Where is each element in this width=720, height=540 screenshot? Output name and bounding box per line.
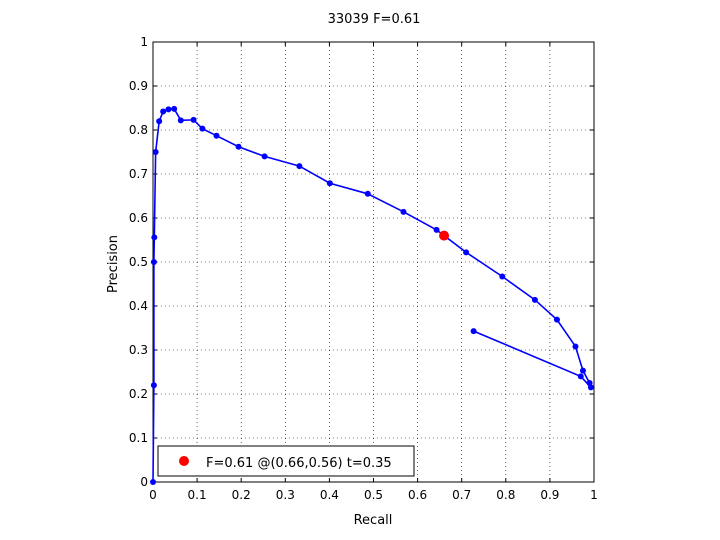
y-tick-label: 0.2 (129, 387, 148, 401)
data-point (364, 190, 371, 197)
x-axis-label: Recall (354, 513, 393, 528)
legend: F=0.61 @(0.66,0.56) t=0.35 (157, 445, 415, 477)
best-point-marker (439, 230, 450, 241)
data-point (190, 116, 197, 123)
data-point (433, 226, 440, 233)
legend-marker (179, 456, 189, 466)
data-point (171, 105, 178, 112)
data-point (579, 367, 586, 374)
data-point (177, 117, 184, 124)
series-group (150, 105, 594, 485)
data-point (150, 382, 157, 389)
grid-lines (153, 42, 594, 482)
x-tick-label: 0.8 (496, 488, 515, 502)
x-tick-label: 0.6 (408, 488, 427, 502)
x-tick-label: 0.3 (276, 488, 295, 502)
y-tick-label: 0.9 (129, 79, 148, 93)
data-point (152, 149, 159, 155)
x-tick-label: 0.9 (540, 488, 559, 502)
data-point (160, 108, 167, 115)
y-tick-label: 0.3 (129, 343, 148, 357)
y-axis-label: Precision (106, 235, 121, 293)
chart-title: 33039 F=0.61 (328, 12, 421, 27)
y-tick-label: 0.6 (129, 211, 148, 225)
best-point-group (439, 230, 450, 241)
data-point (470, 328, 477, 335)
y-axis-ticks: 0 0.1 0.2 0.3 0.4 0.5 0.6 0.7 0.8 0.9 1 (129, 35, 594, 489)
data-point (235, 143, 242, 150)
y-tick-label: 0.8 (129, 123, 148, 137)
data-point (165, 106, 172, 113)
data-point (587, 384, 594, 391)
legend-label: F=0.61 @(0.66,0.56) t=0.35 (206, 456, 392, 471)
data-point (326, 180, 333, 187)
data-point (150, 259, 157, 265)
y-tick-label: 1 (140, 35, 148, 49)
data-point (261, 153, 268, 160)
x-tick-label: 0.5 (364, 488, 383, 502)
y-tick-label: 0.1 (129, 431, 148, 445)
data-point (531, 296, 538, 303)
series-line (152, 108, 592, 483)
data-point (199, 125, 206, 132)
y-tick-label: 0 (140, 475, 148, 489)
data-point (156, 118, 163, 125)
x-tick-label: 0 (149, 488, 157, 502)
x-tick-label: 0.2 (232, 488, 251, 502)
data-point (400, 208, 407, 215)
data-point (150, 479, 156, 485)
x-tick-label: 1 (590, 488, 598, 502)
legend-box (157, 445, 415, 477)
data-point (572, 343, 579, 350)
data-point (151, 234, 158, 241)
y-tick-label: 0.4 (129, 299, 148, 313)
y-tick-label: 0.5 (129, 255, 148, 269)
x-tick-label: 0.7 (452, 488, 471, 502)
data-point (213, 132, 220, 139)
data-point (553, 316, 560, 323)
data-point (463, 249, 470, 256)
x-tick-label: 0.1 (188, 488, 207, 502)
data-point (577, 373, 584, 380)
x-tick-label: 0.4 (320, 488, 339, 502)
x-axis-ticks: 0 0.1 0.2 0.3 0.4 0.5 0.6 0.7 0.8 0.9 1 (149, 42, 598, 502)
data-point (296, 163, 303, 170)
data-point (499, 273, 506, 280)
y-tick-label: 0.7 (129, 167, 148, 181)
